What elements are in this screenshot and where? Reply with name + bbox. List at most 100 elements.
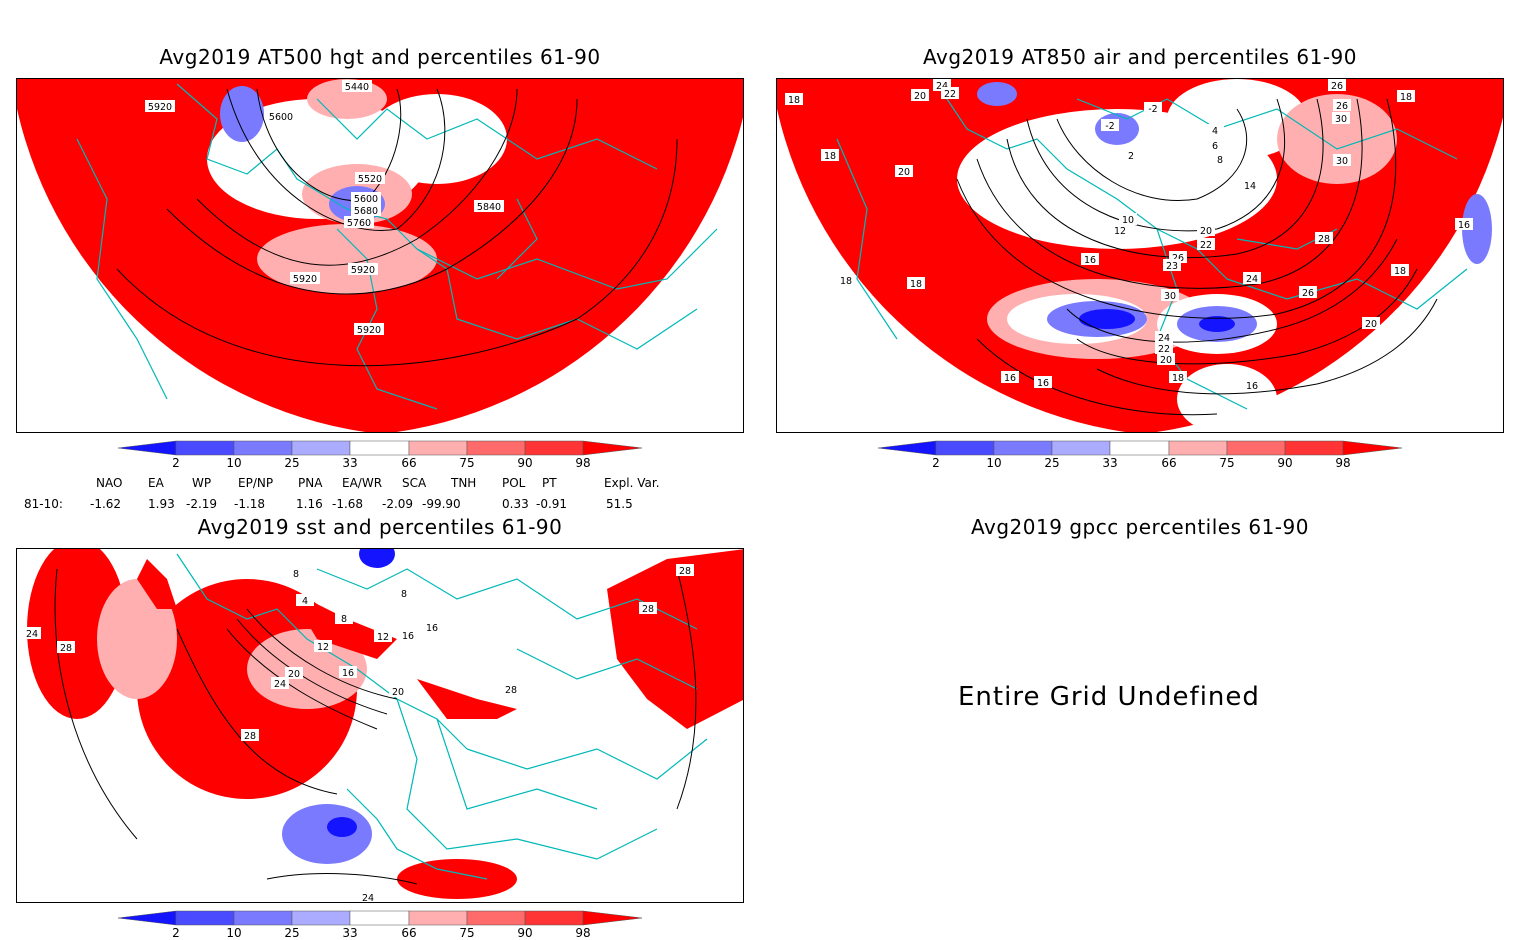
map-panel-at500: 5440 5920 5600 5520 5600 5680 5760 5840 …: [16, 78, 744, 433]
contour-label: 5920: [351, 265, 375, 276]
colorbar-tick-label: 10: [226, 456, 242, 470]
undefined-grid-message: Entire Grid Undefined: [958, 682, 1260, 712]
tele-value: 51.5: [606, 497, 633, 511]
contour-label: 18: [1172, 373, 1184, 384]
colorbar-segment: [582, 440, 643, 456]
tele-value: -1.62: [90, 497, 122, 511]
coastlines: [176, 553, 708, 880]
tele-header: WP: [192, 476, 212, 490]
colorbar-tick-label: 25: [1044, 456, 1060, 470]
contour-label: 5440: [345, 82, 369, 93]
contour-label: 20: [392, 687, 404, 698]
colorbar-segment: [877, 440, 937, 456]
colorbar-segment: [117, 440, 177, 456]
contour-label: 5920: [357, 325, 381, 336]
colorbar-tick-label: 66: [1161, 456, 1177, 470]
colorbar-segment: [349, 440, 410, 456]
colorbar-tick-label: 90: [517, 926, 533, 940]
colorbar-svg: [117, 440, 643, 456]
contour-label: 16: [1246, 381, 1258, 392]
colorbar-segment: [349, 910, 410, 926]
contour-label: 16: [1084, 255, 1096, 266]
contour-label: 16: [1004, 373, 1016, 384]
colorbar-segment: [1168, 440, 1228, 456]
colorbar-tick-label: 10: [226, 926, 242, 940]
colorbar-tick-label: 90: [1277, 456, 1293, 470]
colorbar-segment: [233, 910, 293, 926]
contour-label: 18: [840, 276, 852, 287]
contour-label: 5920: [148, 102, 172, 113]
colorbar-tick-label: 33: [342, 456, 358, 470]
colorbar-segment: [993, 440, 1053, 456]
colorbar-tick-label: 25: [284, 456, 300, 470]
contour-label: 6: [1212, 141, 1218, 152]
panel-title-sst: Avg2019 sst and percentiles 61-90: [197, 515, 563, 539]
contours: [956, 98, 1438, 416]
contour-label: 5840: [477, 202, 501, 213]
tele-row-label: 81-10:: [24, 497, 63, 511]
tele-value: -1.68: [332, 497, 364, 511]
contour-label: 18: [1394, 266, 1406, 277]
colorbar-tick-label: 98: [575, 926, 591, 940]
contour-label: 8: [341, 614, 347, 625]
contour-label: 5600: [354, 194, 378, 205]
colorbar-tick-label: 75: [459, 456, 475, 470]
colorbar-tick-label: 10: [986, 456, 1002, 470]
colorbar-tick-label: 25: [284, 926, 300, 940]
tele-value: -2.19: [186, 497, 218, 511]
colorbar-tick-label: 2: [932, 456, 940, 470]
contour-label: 5760: [347, 218, 371, 229]
contour-label: 16: [426, 623, 438, 634]
contour-label: 30: [1336, 156, 1348, 167]
tele-header: SCA: [402, 476, 427, 490]
colorbar-at500: 2 10 25 33 66 75 90 98: [117, 440, 643, 472]
contour-label: 24: [26, 629, 38, 640]
map-panel-at850: 24 22 20 18 18 18 20 18 -2 -2 4 6 8 2 14…: [776, 78, 1504, 433]
colorbar-segment: [1226, 440, 1286, 456]
tele-value: -0.91: [536, 497, 568, 511]
tele-header: TNH: [451, 476, 477, 490]
contour-label: 28: [60, 643, 72, 654]
colorbar-segment: [233, 440, 293, 456]
panel-title-gpcc: Avg2019 gpcc percentiles 61-90: [971, 515, 1309, 539]
colorbar-segment: [1051, 440, 1111, 456]
contour-label: 28: [642, 604, 654, 615]
contour-label: 2: [1128, 151, 1134, 162]
colorbar-segment: [291, 440, 351, 456]
contour-label: 5680: [354, 206, 378, 217]
contour-label: 23: [1166, 261, 1178, 272]
contour-label: 20: [914, 91, 926, 102]
colorbar-tick-label: 66: [401, 456, 417, 470]
contour-label: 22: [1158, 344, 1170, 355]
colorbar-segment: [408, 440, 468, 456]
contour-label: 5920: [293, 274, 317, 285]
colorbar-at850: 2 10 25 33 66 75 90 98: [877, 440, 1403, 472]
colorbar-tick-label: 66: [401, 926, 417, 940]
colorbar-tick-label: 75: [459, 926, 475, 940]
tele-header: Expl. Var.: [604, 476, 660, 490]
contour-label: 18: [910, 279, 922, 290]
contours: [54, 568, 697, 885]
tele-header: POL: [502, 476, 526, 490]
tele-header: PT: [542, 476, 557, 490]
contour-labels: 24 22 20 18 18 18 20 18 -2 -2 4 6 8 2 14…: [785, 79, 1473, 392]
contour-label: 8: [401, 589, 407, 600]
contour-label: 20: [1200, 226, 1212, 237]
contour-label: 5520: [358, 174, 382, 185]
contour-label: 16: [1458, 220, 1470, 231]
colorbar-tick-label: 2: [172, 926, 180, 940]
colorbar-segment: [935, 440, 995, 456]
contour-label: 5600: [269, 112, 293, 123]
colorbar-tick-label: 90: [517, 456, 533, 470]
contour-label: 22: [1200, 240, 1212, 251]
contour-label: 18: [1400, 92, 1412, 103]
colorbar-tick-label: 33: [342, 926, 358, 940]
contour-label: 20: [1160, 355, 1172, 366]
contour-label: 4: [302, 596, 308, 607]
contour-label: 16: [342, 668, 354, 679]
colorbar-tick-label: 98: [575, 456, 591, 470]
colorbar-segment: [175, 440, 235, 456]
map-at500-svg: 5440 5920 5600 5520 5600 5680 5760 5840 …: [17, 79, 743, 432]
tele-header: EP/NP: [238, 476, 274, 490]
colorbar-segment: [408, 910, 468, 926]
